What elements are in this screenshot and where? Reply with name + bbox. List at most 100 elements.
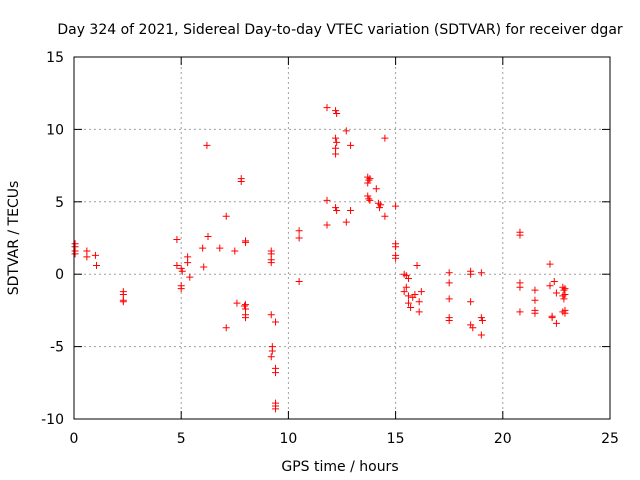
data-point: [548, 314, 556, 322]
data-point: [404, 275, 412, 283]
data-point: [552, 289, 560, 297]
y-tick-label: 0: [55, 267, 64, 283]
data-point: [272, 405, 280, 413]
data-point: [445, 295, 453, 303]
axis-ticks: [73, 56, 611, 420]
data-point: [268, 347, 276, 355]
x-tick-label: 20: [494, 431, 512, 447]
x-tick-label: 25: [601, 431, 619, 447]
data-point: [415, 298, 423, 306]
data-point: [119, 298, 127, 306]
data-point: [550, 277, 558, 285]
data-point: [392, 202, 400, 210]
data-point: [411, 290, 419, 298]
data-point: [242, 237, 250, 245]
data-point: [203, 141, 211, 149]
data-point: [365, 176, 373, 184]
data-point: [516, 308, 524, 316]
data-point: [173, 235, 181, 243]
data-point: [342, 127, 350, 135]
data-point: [417, 288, 425, 296]
data-point: [381, 134, 389, 142]
data-point: [365, 195, 373, 203]
data-point: [323, 104, 331, 112]
data-point: [404, 292, 412, 300]
data-point: [347, 206, 355, 214]
data-point: [413, 262, 421, 270]
x-tick-labels: 0 5 10 15 20 25: [70, 431, 619, 447]
data-point: [467, 298, 475, 306]
data-point: [531, 309, 539, 317]
data-point: [199, 244, 207, 252]
y-tick-label: 15: [46, 50, 64, 66]
y-tick-label: -5: [50, 340, 64, 356]
data-point: [376, 204, 384, 212]
data-point: [559, 292, 567, 300]
data-point: [407, 304, 415, 312]
data-point: [216, 244, 224, 252]
data-point: [267, 259, 275, 267]
data-point: [516, 283, 524, 291]
data-point: [231, 247, 239, 255]
data-point: [233, 299, 241, 307]
data-point: [364, 179, 372, 187]
data-point: [477, 314, 485, 322]
data-point: [71, 250, 79, 258]
data-point: [372, 185, 380, 193]
data-point: [552, 319, 560, 327]
data-point: [177, 285, 185, 293]
chart-title: Day 324 of 2021, Sidereal Day-to-day VTE…: [57, 22, 623, 38]
data-point: [267, 311, 275, 319]
data-point: [323, 196, 331, 204]
data-point: [561, 309, 569, 317]
data-point: [222, 324, 230, 332]
x-tick-label: 15: [387, 431, 405, 447]
data-point: [347, 141, 355, 149]
data-point: [546, 282, 554, 290]
data-point: [237, 178, 245, 186]
data-point: [242, 301, 250, 309]
data-point: [445, 317, 453, 325]
data-point: [445, 279, 453, 287]
data-point: [366, 175, 374, 183]
data-point: [272, 369, 280, 377]
data-point: [295, 234, 303, 242]
data-point: [392, 243, 400, 251]
data-point: [404, 299, 412, 307]
y-axis-title: SDTVAR / TECUs: [6, 181, 22, 296]
data-point: [272, 318, 280, 326]
data-point: [184, 259, 192, 267]
data-point: [560, 286, 568, 294]
data-point: [402, 283, 410, 291]
data-point: [531, 296, 539, 304]
x-tick-label: 0: [70, 431, 79, 447]
y-tick-label: 10: [46, 122, 64, 138]
data-point: [531, 286, 539, 294]
data-point: [222, 212, 230, 220]
data-point: [377, 201, 385, 209]
data-point: [477, 269, 485, 277]
data-point: [560, 295, 568, 303]
data-point: [332, 134, 340, 142]
data-point: [333, 206, 341, 214]
data-point: [242, 314, 250, 322]
data-point: [333, 109, 341, 117]
data-point: [516, 231, 524, 239]
data-point: [323, 221, 331, 229]
data-point: [333, 138, 341, 146]
grid-lines: [74, 57, 610, 419]
data-point: [364, 192, 372, 200]
plot-frame: [73, 56, 611, 420]
data-point: [267, 353, 275, 361]
data-point: [83, 253, 91, 261]
data-point: [240, 302, 248, 310]
data-point: [332, 204, 340, 212]
y-tick-labels: -10 -5 0 5 10 15: [41, 50, 64, 428]
data-point: [200, 263, 208, 271]
data-point: [546, 260, 554, 268]
data-point: [173, 262, 181, 270]
data-point: [177, 264, 185, 272]
data-point: [392, 254, 400, 262]
data-points: [71, 104, 569, 413]
